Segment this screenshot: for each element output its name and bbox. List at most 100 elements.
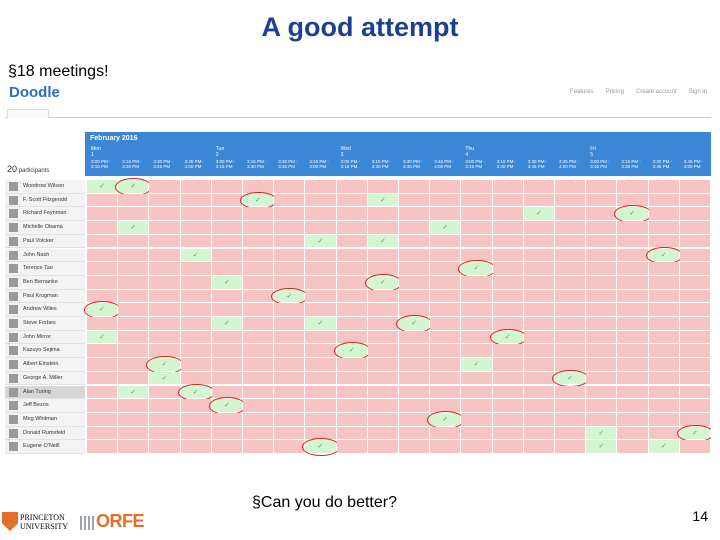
participant-row[interactable]: Eugene O'Neill xyxy=(5,440,85,454)
participant-row[interactable]: Donald Rumsfeld xyxy=(5,426,85,441)
participant-row[interactable]: Andrew Wiles xyxy=(5,303,85,317)
availability-no-cell xyxy=(149,399,181,413)
availability-no-cell xyxy=(617,371,649,386)
availability-no-cell xyxy=(243,317,275,331)
avatar-icon xyxy=(9,250,18,260)
availability-no-cell xyxy=(430,207,462,222)
participant-row[interactable]: George A. Miller xyxy=(5,371,85,386)
availability-no-cell xyxy=(118,317,150,331)
availability-no-cell xyxy=(87,248,119,263)
availability-no-cell xyxy=(523,371,555,386)
participant-row[interactable]: John Nash xyxy=(5,248,85,263)
availability-no-cell xyxy=(523,289,555,304)
participant-row[interactable]: Alan Turing xyxy=(5,385,85,400)
availability-no-cell xyxy=(523,412,555,427)
participant-row[interactable]: Paul Volcker xyxy=(5,234,85,249)
time-slot-label: 3:45 PM - 4:00 PM xyxy=(434,159,454,169)
availability-no-cell xyxy=(523,344,555,359)
avatar-icon xyxy=(9,373,18,383)
availability-no-cell xyxy=(243,371,275,386)
availability-no-cell xyxy=(461,330,493,345)
availability-no-cell xyxy=(648,262,680,276)
time-slot-label: 3:45 PM - 4:00 PM xyxy=(184,159,205,169)
availability-no-cell xyxy=(87,426,119,441)
availability-no-cell xyxy=(149,412,181,427)
participant-row[interactable]: Jeff Bezos xyxy=(5,399,85,413)
nav-sign-in[interactable]: Sign in xyxy=(688,89,707,95)
availability-no-cell xyxy=(461,275,493,290)
participant-row[interactable]: Albert Einstein xyxy=(5,358,85,372)
availability-no-cell xyxy=(336,275,368,290)
availability-no-cell xyxy=(523,399,555,413)
participant-row[interactable]: John Mirror xyxy=(5,330,85,345)
check-icon: ✓ xyxy=(161,374,168,382)
availability-no-cell xyxy=(305,399,337,413)
availability-no-cell xyxy=(243,440,275,454)
time-slot-label: 3:30 PM - 3:45 PM xyxy=(278,159,298,169)
table-view-tab[interactable] xyxy=(7,109,49,118)
availability-no-cell xyxy=(274,330,306,345)
check-icon: ✓ xyxy=(317,320,324,327)
participant-row[interactable]: Kazuyo Sejima xyxy=(5,344,85,359)
availability-no-cell xyxy=(399,289,431,304)
time-slot-label: 3:45 PM - 4:00 PM xyxy=(683,159,704,169)
availability-no-cell xyxy=(430,248,462,263)
availability-no-cell xyxy=(679,248,711,263)
availability-no-cell xyxy=(679,289,711,304)
check-icon: ✓ xyxy=(223,320,230,327)
availability-no-cell xyxy=(399,234,431,249)
availability-no-cell xyxy=(243,262,275,276)
participant-row[interactable]: Terence Tao xyxy=(5,262,85,276)
time-slot-label: 3:45 PM - 4:00 PM xyxy=(309,159,329,169)
participant-row[interactable]: Michelle Obama xyxy=(5,221,85,235)
avatar-icon xyxy=(9,209,18,219)
nav-pricing[interactable]: Pricing xyxy=(605,89,624,95)
nav-create-account[interactable]: Create account xyxy=(635,89,677,95)
availability-no-cell xyxy=(617,330,649,345)
availability-no-cell xyxy=(274,221,306,235)
orfe-grid-icon xyxy=(80,516,94,530)
check-icon: ✓ xyxy=(223,278,230,286)
check-icon: ✓ xyxy=(130,224,137,232)
column-check-icon: ✓ xyxy=(99,173,105,179)
nav-features[interactable]: Features xyxy=(569,89,594,95)
availability-no-cell xyxy=(367,344,399,359)
availability-no-cell xyxy=(679,330,711,345)
participant-name: Paul Volcker xyxy=(23,237,54,244)
participant-row[interactable]: Woodrow Wilson xyxy=(5,180,85,194)
availability-no-cell xyxy=(586,248,618,263)
availability-no-cell xyxy=(305,289,337,304)
avatar-icon xyxy=(9,319,18,328)
check-icon: ✓ xyxy=(317,237,324,245)
availability-no-cell xyxy=(149,385,181,400)
availability-no-cell xyxy=(648,275,680,290)
availability-no-cell xyxy=(648,399,680,413)
availability-no-cell xyxy=(679,275,711,290)
availability-no-cell xyxy=(679,207,711,222)
availability-no-cell xyxy=(648,289,680,304)
availability-no-cell xyxy=(274,358,306,372)
participant-name: George A. Miller xyxy=(23,374,63,381)
availability-no-cell xyxy=(118,193,150,208)
availability-no-cell xyxy=(523,330,555,345)
availability-no-cell xyxy=(617,412,649,427)
participant-row[interactable]: F. Scott Fitzgerald xyxy=(5,193,85,208)
participant-name: Jeff Bezos xyxy=(23,402,49,409)
availability-no-cell xyxy=(149,193,181,208)
availability-no-cell xyxy=(243,399,275,413)
participant-row[interactable]: Ben Bernanke xyxy=(5,275,85,290)
participant-row[interactable]: Meg Whitman xyxy=(5,412,85,427)
doodle-logo[interactable]: Doodle xyxy=(9,84,60,101)
availability-no-cell xyxy=(180,289,212,304)
availability-no-cell xyxy=(430,193,462,208)
participant-name: Albert Einstein xyxy=(23,361,59,368)
availability-no-cell xyxy=(118,275,150,290)
availability-no-cell xyxy=(617,221,649,235)
availability-no-cell xyxy=(367,385,399,400)
availability-no-cell xyxy=(180,234,212,249)
participant-row[interactable]: Steve Forbes xyxy=(5,317,85,331)
time-slot-label: 3:15 PM - 3:30 PM xyxy=(496,159,517,169)
participant-row[interactable]: Richard Feynman xyxy=(5,207,85,222)
participant-row[interactable]: Paul Krugman xyxy=(5,289,85,304)
availability-no-cell xyxy=(555,262,587,276)
